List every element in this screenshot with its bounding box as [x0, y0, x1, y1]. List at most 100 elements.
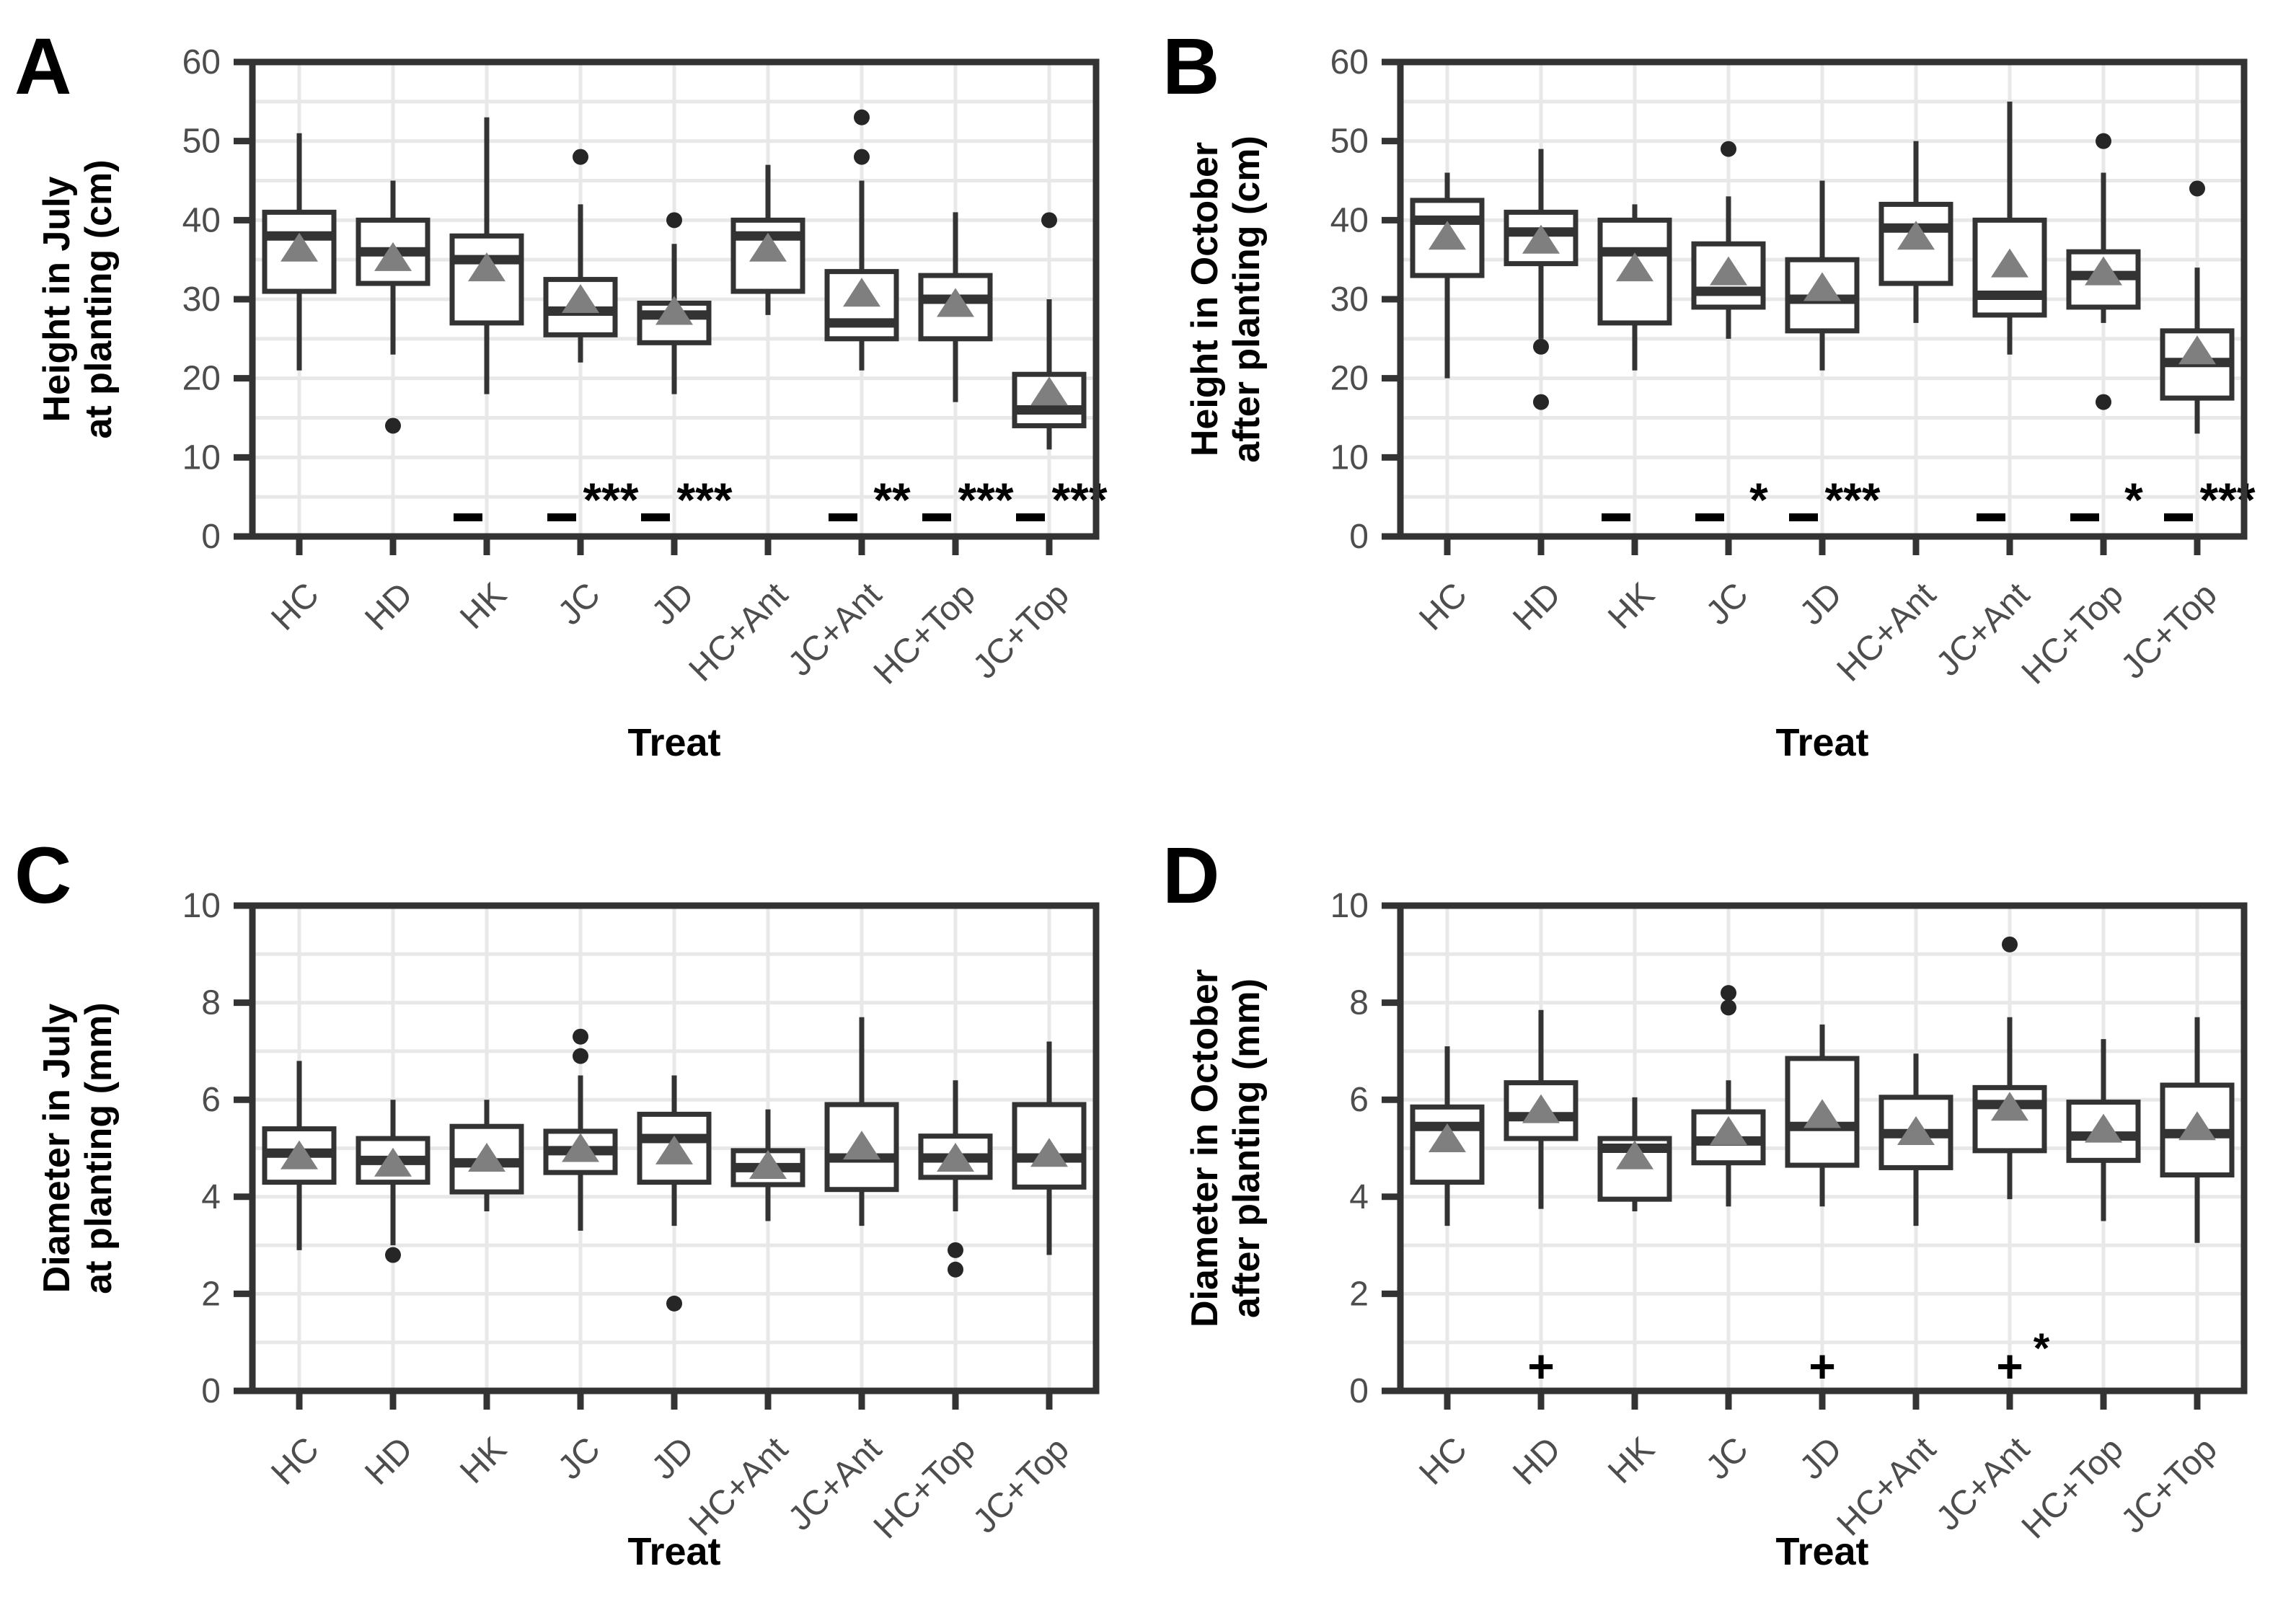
mean-marker	[1803, 1099, 1841, 1128]
x-category-label: HD	[358, 575, 420, 637]
significance-mark-HC+Top: *	[2070, 473, 2143, 526]
mean-marker	[1030, 1138, 1068, 1167]
y-axis: 0 10 20 30 40 50 60	[1330, 43, 1400, 556]
outlier-point	[573, 1048, 588, 1064]
mean-marker	[2178, 335, 2216, 365]
significance-stars: ***	[1824, 473, 1880, 526]
y-tick-label: 10	[1330, 438, 1369, 477]
significance-stars: **	[873, 473, 911, 526]
mean-marker	[1897, 221, 1935, 250]
y-axis: 0 2 4 6 8 10	[182, 887, 252, 1410]
significance-mark-HD: +	[1527, 1340, 1554, 1392]
boxplot-HC+Top	[2066, 1039, 2141, 1221]
boxplot-HK	[449, 117, 524, 394]
y-tick-label: 8	[1349, 984, 1369, 1022]
significance-dash	[2070, 513, 2099, 521]
panel-letter: B	[1162, 22, 1219, 111]
panel-letter: A	[14, 22, 71, 111]
mean-marker	[2085, 1113, 2122, 1143]
y-tick-label: 40	[182, 201, 221, 239]
boxplot-HC+Ant	[730, 164, 805, 315]
x-category-label: HC	[264, 1430, 326, 1492]
boxplot-HD	[1504, 149, 1578, 410]
boxplot-JD	[1785, 180, 1860, 371]
x-axis-title: Treat	[627, 1530, 720, 1573]
x-axis-title: Treat	[627, 721, 720, 764]
y-tick-label: 50	[1330, 123, 1369, 161]
y-tick-label: 10	[182, 887, 221, 925]
mean-marker	[2085, 256, 2122, 286]
mean-marker	[468, 1142, 505, 1172]
y-axis: 0 2 4 6 8 10	[1330, 887, 1400, 1410]
mean-marker	[749, 1150, 787, 1180]
x-axis-title: Treat	[1775, 1530, 1868, 1573]
mean-marker	[1522, 224, 1560, 254]
x-category-label: HD	[358, 1430, 420, 1492]
outlier-point	[1721, 985, 1736, 1002]
outlier-point	[666, 1295, 682, 1312]
outlier-point	[573, 1028, 588, 1045]
mean-marker	[937, 288, 974, 317]
mean-marker	[937, 1142, 974, 1172]
boxplot-JC	[1691, 141, 1766, 339]
significance-mark-HC+Top: ***	[922, 473, 1014, 526]
x-category-label: HC+Ant	[1830, 1430, 1943, 1543]
y-tick-label: 0	[1349, 1372, 1369, 1410]
x-category-label: JC	[1699, 575, 1756, 632]
x-category-label: HK	[1601, 575, 1662, 637]
outlier-point	[1721, 999, 1736, 1016]
mean-marker	[1616, 252, 1653, 282]
significance-dash	[1695, 513, 1724, 521]
outlier-point	[2002, 936, 2018, 952]
y-tick-label: 6	[201, 1081, 221, 1119]
boxplot-JC+Ant	[824, 109, 899, 371]
outlier-point	[666, 212, 682, 229]
x-category-label: HC+Ant	[682, 575, 795, 689]
significance-mark-JC: *	[1695, 473, 1768, 526]
mean-marker	[562, 1133, 599, 1162]
y-axis-title-line2: after planting (cm)	[1226, 136, 1268, 463]
mean-marker	[1522, 1094, 1560, 1123]
y-tick-label: 10	[1330, 887, 1369, 925]
x-category-label: HK	[1601, 1430, 1662, 1491]
outlier-point	[948, 1261, 963, 1278]
panel-letter: C	[14, 831, 71, 920]
outlier-point	[1041, 212, 1057, 229]
mean-marker	[655, 1135, 693, 1164]
mean-marker	[1991, 1092, 2028, 1121]
y-axis-title-line2: at planting (mm)	[78, 1002, 120, 1294]
boxplot-JC	[1691, 985, 1766, 1207]
x-category-label: JD	[645, 1430, 702, 1487]
outlier-point	[573, 149, 588, 165]
significance-stars: *	[1749, 473, 1768, 526]
significance-mark-JC+Ant	[1977, 513, 2005, 521]
y-axis-title-line2: at planting (cm)	[78, 159, 120, 438]
boxplot-JD	[1785, 1024, 1860, 1207]
mean-marker	[1803, 272, 1841, 301]
mean-marker	[281, 232, 318, 262]
significance-dash	[1016, 513, 1045, 521]
significance-dash	[1977, 513, 2005, 521]
significance-dash	[1602, 513, 1630, 521]
mean-marker	[468, 252, 505, 282]
boxplot-HC	[1410, 1046, 1485, 1226]
mean-marker	[1616, 1140, 1653, 1170]
outlier-point	[1533, 394, 1549, 410]
x-category-label: HC+Ant	[1830, 575, 1943, 689]
significance-plus: +	[1527, 1340, 1554, 1392]
mean-marker	[655, 296, 693, 325]
panel-letter: D	[1162, 831, 1219, 920]
boxplot-HC+Ant	[1878, 1053, 1953, 1226]
x-category-label: JC	[1699, 1430, 1756, 1487]
boxplot-JC+Top	[1012, 1041, 1087, 1255]
boxplot-HD	[1504, 1009, 1578, 1209]
y-tick-label: 60	[1330, 43, 1369, 81]
